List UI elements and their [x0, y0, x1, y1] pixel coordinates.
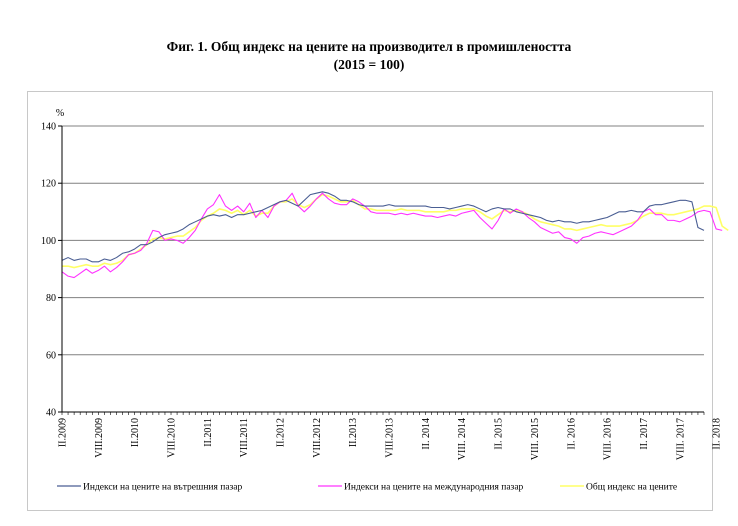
x-tick-label: VIII. 2015	[530, 418, 541, 460]
x-tick-label: II.2012	[276, 418, 287, 447]
x-tick-label: VIII. 2017	[675, 418, 686, 460]
legend-label: Индекси на цените на вътрешния пазар	[83, 483, 243, 493]
x-tick-label: II.2011	[203, 418, 214, 447]
x-tick-label: II. 2018	[712, 418, 723, 450]
x-tick-label: II. 2016	[566, 418, 577, 450]
y-tick-label: 100	[41, 236, 56, 247]
chart-title-line-1: Фиг. 1. Общ индекс на цените на производ…	[166, 39, 572, 54]
axes: 40 60 80 100 120 140% II.2009 VIII.2009 II.2010 V…	[41, 108, 723, 460]
x-tick-label: II.2010	[130, 418, 141, 447]
chart-title: Фиг. 1. Общ индекс на цените на производ…	[0, 38, 738, 74]
y-tick-label: 40	[46, 408, 56, 419]
y-tick-label: 60	[46, 350, 56, 361]
series-line-2	[62, 193, 729, 269]
chart-frame	[27, 91, 713, 511]
x-tick-label: VIII. 2016	[603, 418, 614, 460]
series-line-1	[61, 192, 723, 279]
series-line-0	[61, 191, 705, 263]
x-tick-label: II. 2014	[421, 418, 432, 450]
y-tick-label: 140	[41, 122, 56, 133]
legend-label: Индекси на цените на международния пазар	[344, 483, 524, 493]
chart-title-line-2: (2015 = 100)	[333, 57, 405, 72]
x-tick-label: II. 2015	[494, 418, 505, 450]
x-tick-label: VIII. 2014	[457, 418, 468, 460]
x-tick-label: VIII.2010	[167, 418, 178, 458]
series-lines	[61, 191, 729, 279]
x-tick-label: VIII.2013	[385, 418, 396, 458]
x-tick-label: VIII.2011	[239, 418, 250, 457]
x-tick-label: II.2013	[348, 418, 359, 447]
y-axis-label: %	[56, 108, 64, 119]
x-tick-label: VIII.2012	[312, 418, 323, 458]
legend: Индекси на цените на вътрешния пазар Инде…	[57, 482, 677, 493]
y-tick-label: 120	[41, 179, 56, 190]
legend-label: Общ индекс на цените	[586, 482, 677, 493]
x-tick-label: II.2009	[58, 418, 69, 447]
x-tick-label: VIII.2009	[94, 418, 105, 458]
x-tick-label: II. 2017	[639, 418, 650, 450]
gridlines	[62, 125, 704, 356]
y-tick-label: 80	[46, 293, 56, 304]
